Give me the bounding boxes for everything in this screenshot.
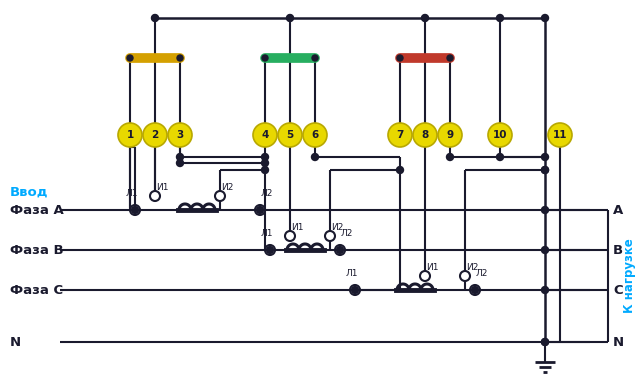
Circle shape	[256, 206, 263, 213]
Circle shape	[127, 55, 133, 61]
Circle shape	[447, 154, 454, 161]
Circle shape	[325, 231, 335, 241]
Text: 6: 6	[311, 130, 318, 140]
Circle shape	[460, 271, 470, 281]
Circle shape	[143, 123, 167, 147]
Circle shape	[262, 166, 269, 173]
Text: 8: 8	[421, 130, 429, 140]
Circle shape	[253, 123, 277, 147]
Text: 2: 2	[151, 130, 159, 140]
Circle shape	[336, 246, 343, 253]
Text: И1: И1	[426, 263, 438, 272]
Circle shape	[287, 15, 293, 21]
Circle shape	[542, 14, 549, 21]
Circle shape	[388, 123, 412, 147]
Circle shape	[131, 206, 138, 213]
Circle shape	[150, 191, 160, 201]
Circle shape	[542, 286, 549, 293]
Text: Л2: Л2	[341, 229, 353, 239]
Circle shape	[496, 14, 503, 21]
Text: 3: 3	[176, 130, 184, 140]
Circle shape	[542, 246, 549, 253]
Circle shape	[255, 205, 265, 215]
Text: 5: 5	[286, 130, 293, 140]
Text: Ввод: Ввод	[10, 185, 48, 199]
Circle shape	[548, 123, 572, 147]
Circle shape	[422, 14, 429, 21]
Circle shape	[286, 14, 293, 21]
Circle shape	[542, 166, 549, 173]
Circle shape	[312, 55, 318, 61]
Circle shape	[488, 123, 512, 147]
Text: 7: 7	[396, 130, 404, 140]
Text: И2: И2	[221, 184, 233, 192]
Circle shape	[422, 15, 428, 21]
Text: 1: 1	[126, 130, 133, 140]
Circle shape	[168, 123, 192, 147]
Circle shape	[311, 154, 318, 161]
Circle shape	[542, 154, 549, 161]
Text: Л1: Л1	[261, 229, 273, 239]
Circle shape	[262, 159, 269, 166]
Text: Фаза B: Фаза B	[10, 244, 64, 256]
Text: Фаза C: Фаза C	[10, 284, 63, 296]
Circle shape	[303, 123, 327, 147]
Circle shape	[267, 246, 274, 253]
Circle shape	[447, 55, 453, 61]
Circle shape	[285, 231, 295, 241]
Circle shape	[177, 55, 183, 61]
Text: Л1: Л1	[346, 270, 359, 279]
Text: B: B	[613, 244, 623, 256]
Text: 10: 10	[493, 130, 507, 140]
Text: N: N	[613, 336, 624, 348]
Circle shape	[542, 166, 549, 173]
Circle shape	[438, 123, 462, 147]
Circle shape	[396, 166, 403, 173]
Text: 9: 9	[447, 130, 454, 140]
Circle shape	[470, 285, 480, 295]
Circle shape	[177, 159, 184, 166]
Circle shape	[265, 245, 275, 255]
Text: N: N	[10, 336, 21, 348]
Circle shape	[152, 15, 158, 21]
Circle shape	[471, 286, 478, 293]
Circle shape	[118, 123, 142, 147]
Text: 4: 4	[262, 130, 269, 140]
Text: Фаза A: Фаза A	[10, 203, 64, 217]
Circle shape	[262, 55, 268, 61]
Circle shape	[177, 154, 184, 161]
Circle shape	[542, 206, 549, 213]
Circle shape	[420, 271, 430, 281]
Circle shape	[413, 123, 437, 147]
Circle shape	[397, 55, 403, 61]
Circle shape	[278, 123, 302, 147]
Text: Л2: Л2	[476, 270, 488, 279]
Text: C: C	[613, 284, 623, 296]
Text: 11: 11	[553, 130, 567, 140]
Circle shape	[542, 338, 549, 345]
Text: И2: И2	[466, 263, 478, 272]
Text: И2: И2	[331, 223, 343, 232]
Text: Л1: Л1	[126, 189, 138, 199]
Text: Л2: Л2	[261, 189, 273, 199]
Circle shape	[350, 285, 360, 295]
Text: К нагрузке: К нагрузке	[623, 239, 637, 314]
Circle shape	[215, 191, 225, 201]
Text: И1: И1	[156, 184, 168, 192]
Circle shape	[262, 154, 269, 161]
Circle shape	[542, 338, 549, 345]
Text: A: A	[613, 203, 623, 217]
Circle shape	[496, 154, 503, 161]
Circle shape	[335, 245, 345, 255]
Circle shape	[352, 286, 359, 293]
Circle shape	[130, 205, 140, 215]
Circle shape	[151, 14, 158, 21]
Text: И1: И1	[291, 223, 303, 232]
